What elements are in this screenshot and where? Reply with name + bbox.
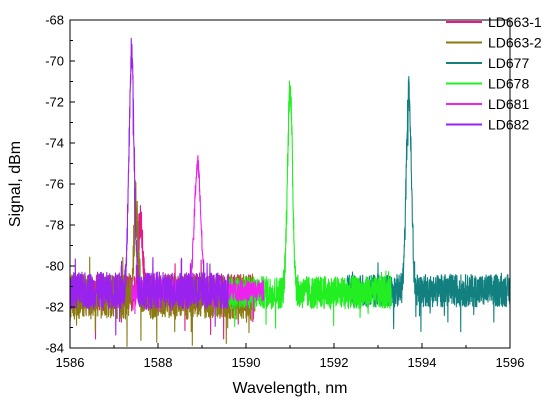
series-line-ld682 <box>69 37 229 336</box>
legend-label-ld682: LD682 <box>488 117 529 133</box>
legend-label-ld663-1: LD663-1 <box>488 14 542 30</box>
legend-label-ld677: LD677 <box>488 55 529 71</box>
y-tick-label: -82 <box>45 300 64 315</box>
x-tick-label: 1596 <box>496 355 525 370</box>
y-tick-label: -80 <box>45 259 64 274</box>
x-tick-label: 1592 <box>320 355 349 370</box>
x-tick-label: 1594 <box>408 355 437 370</box>
legend: LD663-1 LD663-2 LD677 LD678 LD681 LD682 <box>446 14 542 133</box>
y-tick-label: -68 <box>45 13 64 28</box>
series-line-ld663-2 <box>69 179 256 347</box>
plot-lines <box>69 37 511 347</box>
y-tick-label: -84 <box>45 341 64 356</box>
legend-label-ld678: LD678 <box>488 76 529 92</box>
x-axis: 1586 1588 1590 1592 1594 1596 <box>56 343 525 370</box>
x-tick-label: 1588 <box>144 355 173 370</box>
x-tick-label: 1590 <box>232 355 261 370</box>
y-axis-title: Signal, dBm <box>7 141 24 227</box>
x-tick-label: 1586 <box>56 355 85 370</box>
legend-label-ld663-2: LD663-2 <box>488 35 542 51</box>
y-tick-label: -74 <box>45 136 64 151</box>
y-tick-label: -72 <box>45 95 64 110</box>
y-tick-label: -76 <box>45 177 64 192</box>
y-axis: -84 -82 -80 -78 -76 -74 -72 -70 -68 <box>45 13 75 356</box>
x-axis-title: Wavelength, nm <box>232 380 347 397</box>
y-tick-label: -78 <box>45 218 64 233</box>
y-tick-label: -70 <box>45 54 64 69</box>
legend-label-ld681: LD681 <box>488 96 529 112</box>
